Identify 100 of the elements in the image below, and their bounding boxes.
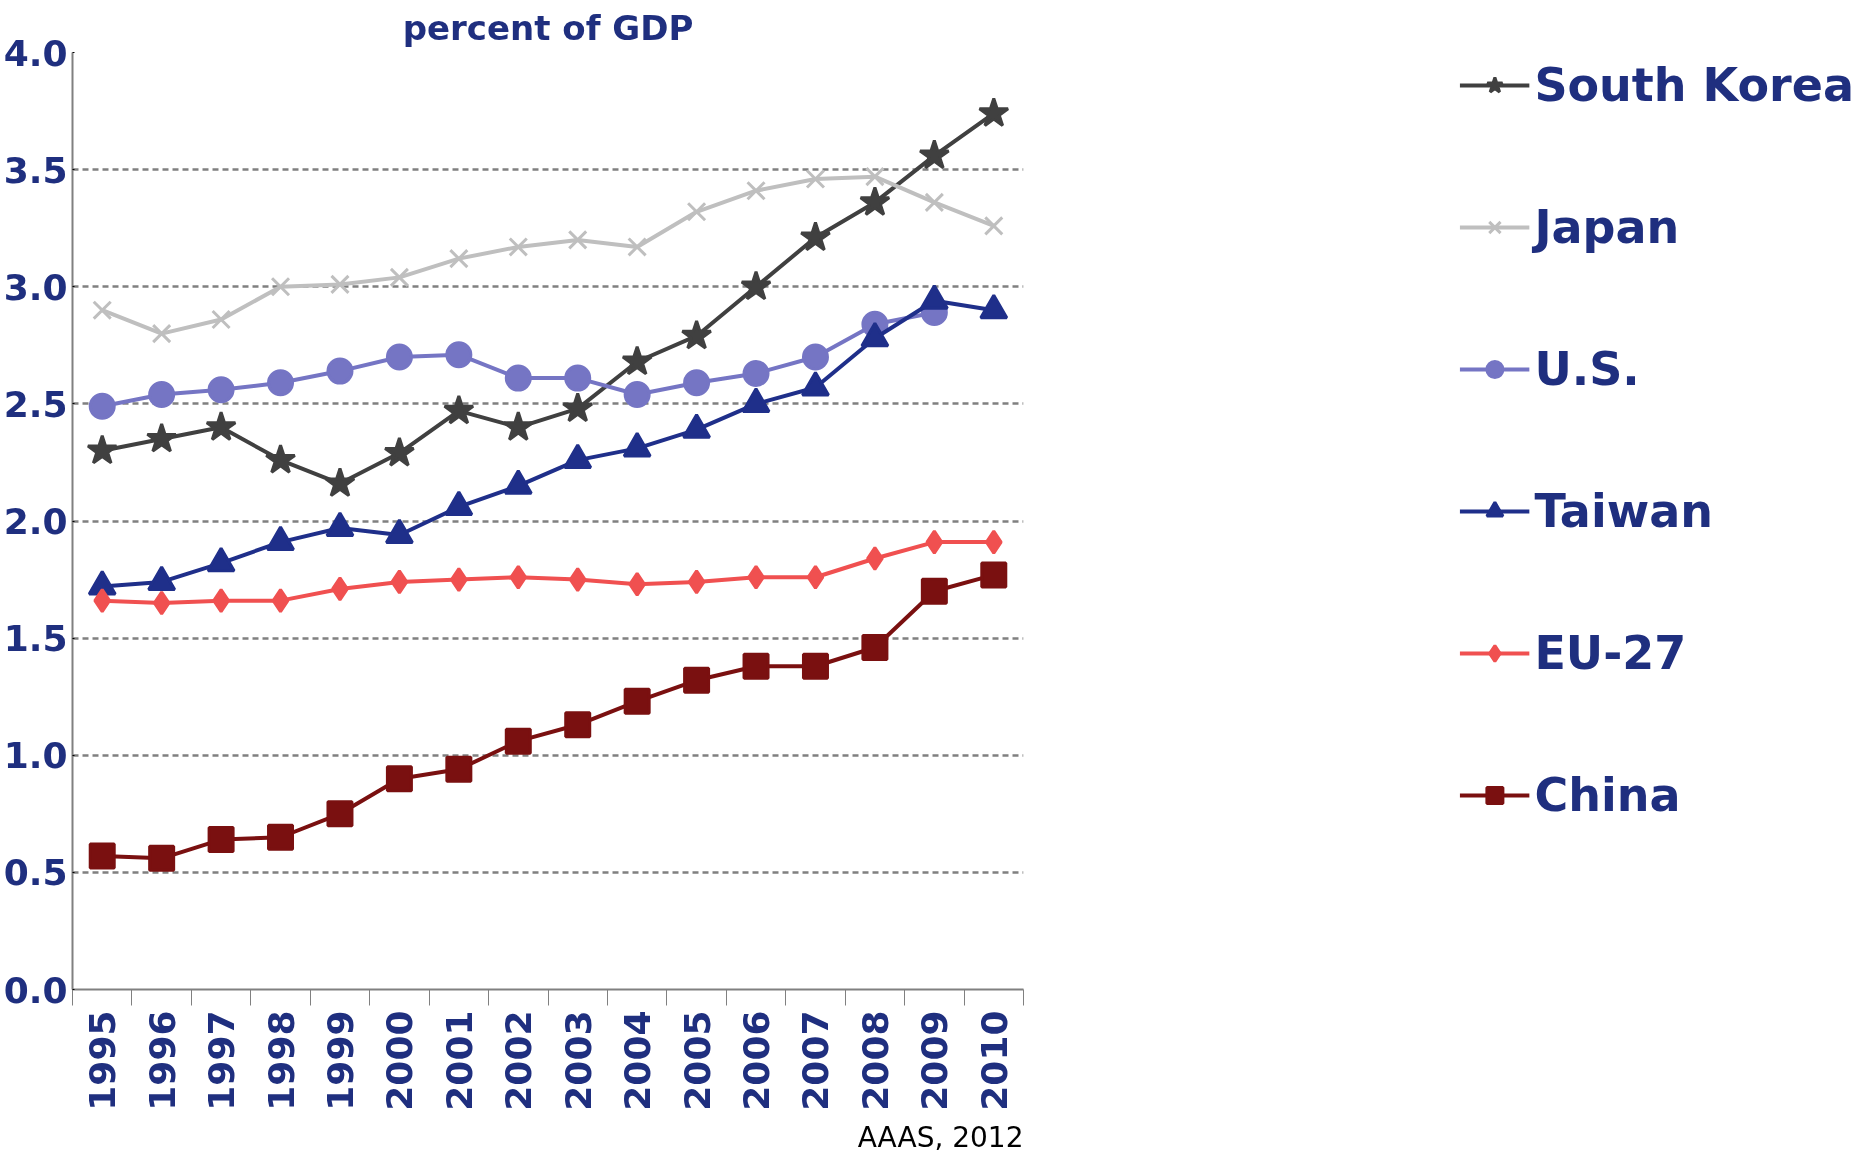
x-tick-label: 2008 [854,1010,896,1111]
x-tick-label: 2002 [498,1010,540,1111]
point [859,185,891,217]
point [207,826,235,854]
point [623,687,651,715]
point [390,569,409,595]
legend-label: China [1534,768,1682,822]
point [742,652,770,680]
point [211,309,232,330]
legend-label: U.S. [1534,342,1641,396]
point [326,800,354,828]
point [151,323,172,344]
x-tick-label: 2009 [914,1010,956,1111]
point [383,436,416,467]
point [568,567,587,593]
point [509,564,528,590]
point [148,381,176,408]
chart-title: percent of GDP [402,7,694,48]
point [978,96,1010,128]
point [805,169,826,189]
point [324,467,356,498]
x-tick-label: 1997 [201,1010,243,1111]
x-tick-label: 2006 [736,1010,778,1111]
point [920,577,948,605]
point [93,588,112,614]
x-tick-label: 2005 [676,1010,718,1111]
point [801,652,829,680]
point [385,765,413,793]
point [687,569,706,595]
point [504,364,532,392]
point [567,229,588,250]
point [264,443,297,474]
text: AAAS, 2012 [857,1120,1024,1154]
y-tick-label: 4.0 [3,32,68,74]
point [621,345,653,376]
y-tick-label: 1.0 [3,735,68,777]
legend-label: EU-27 [1534,626,1688,680]
point [329,274,350,295]
point [504,727,532,755]
point [267,823,295,851]
point [508,236,529,257]
y-tick-label: 3.5 [3,149,68,191]
point [746,180,767,201]
x-tick-label: 2000 [379,1010,421,1111]
point [448,248,469,269]
x-tick-label: 1996 [141,1010,183,1111]
point [683,369,711,397]
point [443,394,475,425]
point [267,369,295,397]
point [270,276,291,297]
x-tick-label: 2004 [617,1010,659,1111]
point [389,267,410,288]
point [561,392,594,423]
point [925,529,944,555]
y-tick-label: 2.0 [3,501,68,542]
point [680,319,713,350]
point [623,381,651,408]
point [918,139,951,170]
point [980,561,1008,589]
point [148,844,176,872]
point [326,357,354,385]
point [385,343,413,371]
point [864,166,885,187]
legend-label: Taiwan [1534,484,1714,538]
point [271,588,290,614]
y-tick-label: 1.5 [3,618,68,660]
y-tick-label: 2.5 [3,383,68,425]
point [740,270,772,301]
y-tick-label: 0.5 [3,852,68,894]
point [152,590,171,616]
point [742,359,770,387]
point [686,201,707,222]
point [86,434,118,465]
point [861,633,889,661]
point [502,410,535,441]
point [924,192,945,213]
x-tick-label: 1999 [319,1010,361,1111]
point [207,376,235,404]
y-tick-label: 3.0 [3,266,68,308]
point [88,842,116,870]
point [799,221,832,252]
y-tick-label: 0.0 [3,969,68,1011]
x-tick-label: 2003 [557,1010,599,1111]
x-tick-label: 2007 [795,1010,837,1111]
point [145,422,178,453]
point [984,529,1003,555]
legend-label: Japan [1534,200,1681,254]
point [983,215,1004,236]
point [806,564,825,590]
x-tick-label: 2010 [973,1010,1015,1111]
point [627,236,648,257]
x-tick-label: 1995 [82,1010,124,1111]
point [88,392,116,420]
point [92,300,113,321]
point [801,343,829,371]
point [445,341,473,369]
legend-label: South Korea [1534,58,1854,112]
x-tick-label: 2001 [438,1010,480,1111]
point [564,711,592,739]
point [205,410,237,441]
